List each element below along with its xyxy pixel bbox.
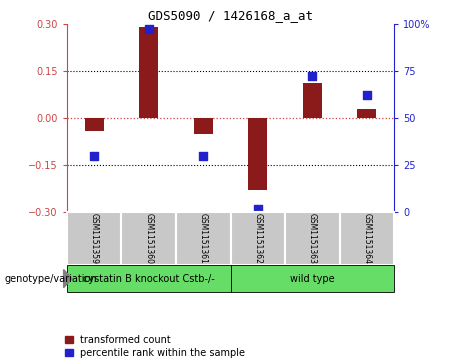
- Point: [309, 74, 316, 79]
- Point: [145, 26, 152, 32]
- Point: [363, 93, 371, 98]
- Text: wild type: wild type: [290, 274, 335, 284]
- Bar: [194, 118, 213, 134]
- Bar: [139, 27, 158, 118]
- Point: [90, 153, 98, 159]
- FancyBboxPatch shape: [340, 212, 394, 265]
- Point: [200, 153, 207, 159]
- Text: GSM1151360: GSM1151360: [144, 213, 153, 264]
- Bar: [303, 83, 322, 118]
- Text: GSM1151359: GSM1151359: [89, 213, 99, 264]
- Text: GDS5090 / 1426168_a_at: GDS5090 / 1426168_a_at: [148, 9, 313, 22]
- FancyBboxPatch shape: [67, 265, 230, 292]
- Text: cystatin B knockout Cstb-/-: cystatin B knockout Cstb-/-: [83, 274, 214, 284]
- FancyBboxPatch shape: [67, 212, 121, 265]
- Text: GSM1151364: GSM1151364: [362, 213, 372, 264]
- FancyBboxPatch shape: [230, 265, 394, 292]
- Text: genotype/variation: genotype/variation: [5, 274, 97, 284]
- FancyBboxPatch shape: [121, 212, 176, 265]
- Bar: [248, 118, 267, 190]
- FancyBboxPatch shape: [285, 212, 340, 265]
- Point: [254, 206, 261, 212]
- Text: GSM1151362: GSM1151362: [253, 213, 262, 264]
- Text: GSM1151361: GSM1151361: [199, 213, 208, 264]
- Bar: [84, 118, 104, 131]
- FancyBboxPatch shape: [176, 212, 230, 265]
- Polygon shape: [64, 269, 72, 287]
- Text: GSM1151363: GSM1151363: [308, 213, 317, 264]
- FancyBboxPatch shape: [230, 212, 285, 265]
- Legend: transformed count, percentile rank within the sample: transformed count, percentile rank withi…: [65, 335, 245, 358]
- Bar: [357, 109, 377, 118]
